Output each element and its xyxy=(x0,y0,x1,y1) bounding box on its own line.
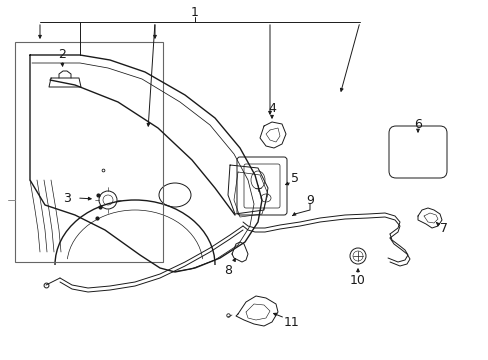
Text: 11: 11 xyxy=(284,315,299,328)
Bar xyxy=(15,42,163,262)
Text: 10: 10 xyxy=(349,274,365,287)
Text: 6: 6 xyxy=(413,118,421,131)
Text: 3: 3 xyxy=(63,192,71,204)
Text: 9: 9 xyxy=(305,194,313,207)
Text: 7: 7 xyxy=(439,221,447,234)
Text: 4: 4 xyxy=(267,102,275,114)
Text: 1: 1 xyxy=(191,5,199,18)
Text: 8: 8 xyxy=(224,264,231,276)
Text: 5: 5 xyxy=(290,171,298,184)
Text: 2: 2 xyxy=(58,49,66,62)
